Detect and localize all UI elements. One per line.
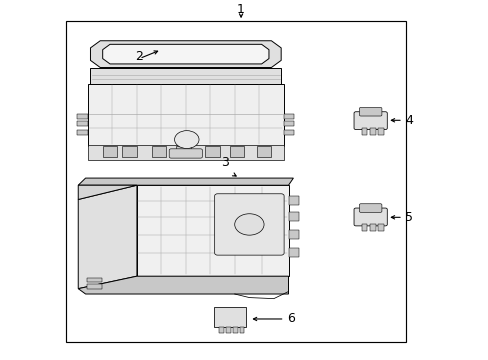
Polygon shape	[88, 84, 283, 146]
Bar	[283, 121, 294, 126]
Text: 2: 2	[135, 50, 143, 63]
Bar	[232, 327, 237, 333]
FancyBboxPatch shape	[353, 208, 386, 226]
Text: 6: 6	[287, 312, 295, 325]
Bar	[283, 130, 294, 135]
Polygon shape	[78, 276, 288, 294]
Bar	[66, 21, 405, 342]
FancyBboxPatch shape	[214, 194, 284, 255]
FancyBboxPatch shape	[169, 149, 202, 158]
Bar	[87, 278, 102, 282]
Bar	[122, 146, 137, 157]
Bar	[288, 196, 299, 205]
Circle shape	[174, 131, 199, 148]
Polygon shape	[90, 41, 281, 68]
Bar	[283, 113, 294, 119]
Bar	[205, 146, 220, 157]
Bar	[361, 224, 366, 231]
Bar	[369, 224, 375, 231]
Bar	[288, 212, 299, 221]
Bar	[77, 121, 88, 126]
Bar	[102, 146, 117, 157]
Bar	[77, 113, 88, 119]
Polygon shape	[102, 44, 268, 64]
Bar	[176, 146, 190, 157]
Bar	[229, 146, 244, 157]
Text: 1: 1	[237, 3, 244, 16]
Polygon shape	[90, 68, 281, 84]
Polygon shape	[78, 185, 137, 289]
Bar	[256, 146, 271, 157]
Text: 5: 5	[404, 211, 412, 224]
Polygon shape	[137, 185, 288, 276]
Bar	[225, 327, 230, 333]
Text: 3: 3	[221, 156, 228, 169]
Bar	[151, 146, 166, 157]
Text: 4: 4	[404, 114, 412, 127]
FancyBboxPatch shape	[353, 112, 386, 130]
Polygon shape	[78, 185, 137, 199]
Bar	[213, 307, 245, 327]
Bar	[88, 145, 283, 160]
Circle shape	[234, 214, 264, 235]
Bar	[369, 128, 375, 135]
Polygon shape	[78, 178, 293, 185]
Bar	[288, 248, 299, 257]
Bar	[378, 224, 383, 231]
Bar	[77, 130, 88, 135]
Bar	[87, 284, 102, 289]
Bar	[361, 128, 366, 135]
Bar	[219, 327, 224, 333]
Bar	[239, 327, 244, 333]
FancyBboxPatch shape	[359, 107, 381, 116]
Bar	[288, 230, 299, 239]
FancyBboxPatch shape	[359, 204, 381, 212]
Bar	[378, 128, 383, 135]
